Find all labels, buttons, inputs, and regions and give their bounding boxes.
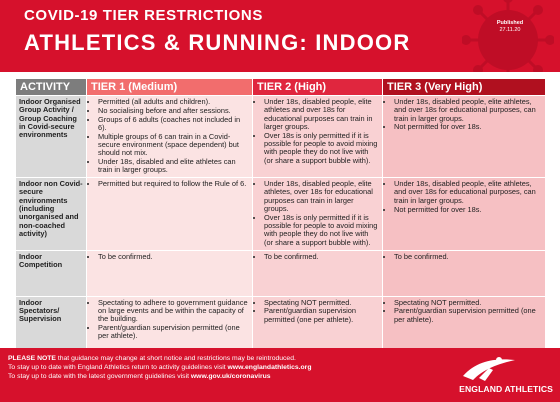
note-label: PLEASE NOTE (8, 355, 56, 362)
page-title: ATHLETICS & RUNNING: INDOOR (24, 30, 411, 55)
list-item: Over 18s is only permitted if it is poss… (264, 213, 379, 247)
list-item: Spectating NOT permitted. (264, 298, 379, 307)
list-item: Parent/guardian supervision permitted (o… (98, 323, 249, 341)
tier-3-cell: Under 18s, disabled people, elite athlet… (382, 94, 546, 179)
published-date: 27.11.20 (499, 27, 521, 33)
table-row: Indoor Spectators/ Supervision Spectatin… (15, 295, 546, 349)
list-item: Under 18s, disabled people, elite athlet… (394, 97, 542, 123)
published-stamp: Published 27.11.20 (470, 20, 550, 34)
activity-cell: Indoor Competition (15, 249, 87, 297)
list-item: Groups of 6 adults (coaches not included… (98, 115, 249, 133)
list-item: To be confirmed. (394, 252, 542, 261)
activity-cell: Indoor Spectators/ Supervision (15, 295, 87, 349)
note-text: that guidance may change at short notice… (55, 355, 296, 362)
list-item: Permitted but required to follow the Rul… (98, 179, 249, 188)
list-item: Multiple groups of 6 can train in a Covi… (98, 132, 249, 158)
header-tier-2: TIER 2 (High) (252, 78, 383, 96)
list-item: Permitted (all adults and children). (98, 97, 249, 106)
activity-cell: Indoor Organised Group Activity / Group … (15, 94, 87, 179)
header-banner: COVID-19 TIER RESTRICTIONS ATHLETICS & R… (0, 0, 560, 72)
tier-1-cell: To be confirmed. (86, 249, 253, 297)
footer-line-3: To stay up to date with the latest gover… (8, 372, 428, 381)
list-item: Not permitted for over 18s. (394, 205, 542, 214)
tier-3-cell: Spectating NOT permitted. Parent/guardia… (382, 295, 546, 349)
activity-cell: Indoor non Covid-secure environments (in… (15, 177, 87, 251)
title-line-1: COVID-19 TIER RESTRICTIONS (24, 7, 263, 24)
table-row: Indoor non Covid-secure environments (in… (15, 177, 546, 251)
tier-2-cell: To be confirmed. (252, 249, 383, 297)
gov-uk-link[interactable]: www.gov.uk/coronavirus (190, 373, 271, 380)
header-activity: ACTIVITY (15, 78, 87, 96)
list-item: To be confirmed. (264, 252, 379, 261)
list-item: Parent/guardian supervision permitted (o… (264, 307, 379, 324)
logo-text: ENGLAND ATHLETICS (459, 384, 553, 394)
table-row: Indoor Competition To be confirmed. To b… (15, 249, 546, 297)
list-item: Under 18s, disabled and elite athletes c… (98, 158, 249, 175)
footer-line-3-text: To stay up to date with the latest gover… (8, 373, 191, 380)
list-item: To be confirmed. (98, 252, 249, 261)
footer: PLEASE NOTE that guidance may change at … (0, 348, 560, 402)
header-tier-1: TIER 1 (Medium) (86, 78, 253, 96)
footer-note: PLEASE NOTE that guidance may change at … (8, 354, 428, 363)
published-label: Published (496, 20, 524, 26)
table-header-row: ACTIVITY TIER 1 (Medium) TIER 2 (High) T… (15, 78, 546, 96)
footer-line-2-text: To stay up to date with England Athletic… (8, 364, 228, 371)
coronavirus-icon (462, 0, 554, 72)
list-item: Parent/guardian supervision permitted (o… (394, 307, 542, 324)
list-item: Under 18s, disabled people, elite athlet… (264, 97, 379, 131)
tier-3-cell: Under 18s, disabled people, elite athlet… (382, 177, 546, 251)
footer-line-2: To stay up to date with England Athletic… (8, 363, 428, 372)
tier-1-cell: Permitted (all adults and children). No … (86, 94, 253, 179)
list-item: Not permitted for over 18s. (394, 123, 542, 132)
england-athletics-link[interactable]: www.englandathletics.org (227, 364, 312, 371)
list-item: Under 18s, disabled people, elite athlet… (394, 180, 542, 205)
england-athletics-logo: ENGLAND ATHLETICS (425, 354, 553, 398)
list-item: Spectating to adhere to government guida… (98, 298, 249, 324)
tier-3-cell: To be confirmed. (382, 249, 546, 297)
tier-2-cell: Spectating NOT permitted. Parent/guardia… (252, 295, 383, 349)
footer-text: PLEASE NOTE that guidance may change at … (8, 354, 428, 381)
tier-1-cell: Permitted but required to follow the Rul… (86, 177, 253, 251)
list-item: Over 18s is only permitted if it is poss… (264, 131, 379, 165)
header-tier-3: TIER 3 (Very High) (382, 78, 546, 96)
list-item: Spectating NOT permitted. (394, 298, 542, 307)
list-item: Under 18s, disabled people, elite athlet… (264, 179, 379, 213)
table-row: Indoor Organised Group Activity / Group … (15, 94, 546, 179)
tier-1-cell: Spectating to adhere to government guida… (86, 295, 253, 349)
restrictions-table: ACTIVITY TIER 1 (Medium) TIER 2 (High) T… (15, 78, 546, 349)
list-item: No socialising before and after sessions… (98, 106, 249, 115)
tier-2-cell: Under 18s, disabled people, elite athlet… (252, 94, 383, 179)
tier-2-cell: Under 18s, disabled people, elite athlet… (252, 177, 383, 251)
runner-icon (463, 357, 515, 381)
